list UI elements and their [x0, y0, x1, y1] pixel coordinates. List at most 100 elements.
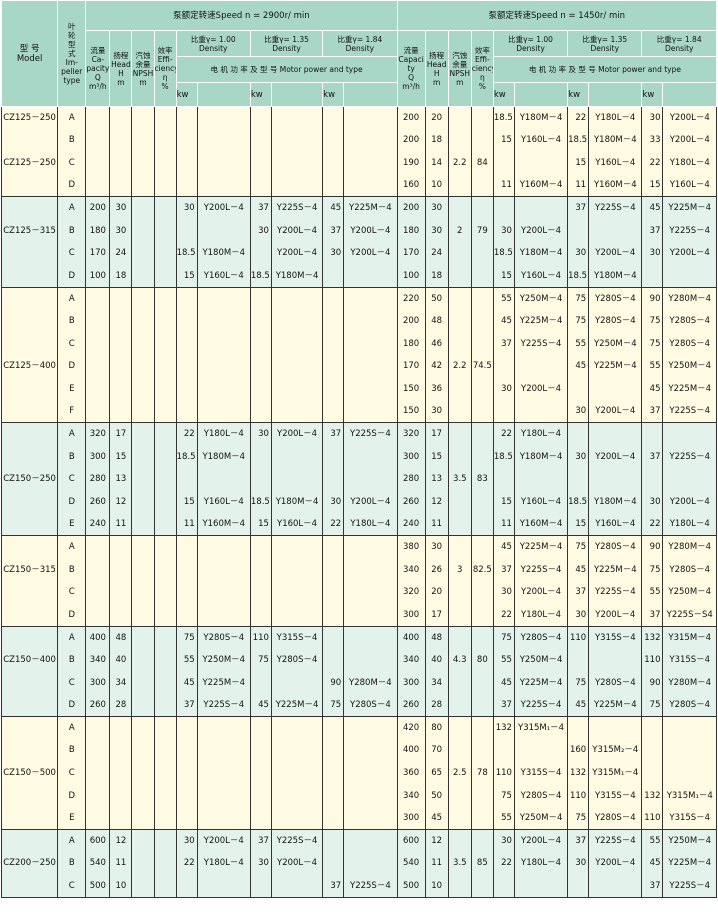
motor-d184-1450-cell: Y315M₁－4 — [662, 784, 717, 807]
efficiency-2900-cell — [153, 468, 177, 491]
kw-d100-2900-cell: 18.5 — [175, 242, 198, 265]
model-cell — [0, 309, 59, 333]
npsh-2900-cell — [131, 580, 155, 604]
head-2900-cell — [109, 603, 133, 627]
impeller-type-cell: D — [57, 603, 87, 627]
kw-d184-2900-cell — [322, 355, 345, 378]
npsh-2900-cell — [131, 603, 155, 627]
npsh-header-1450: 汽蚀 余量 NPSH m — [447, 30, 472, 107]
motor-d184-1450-cell: Y280S－4 — [662, 332, 717, 356]
motor-d135-2900-cell: Y315S－4 — [270, 625, 324, 649]
impeller-type-cell: D — [57, 784, 87, 807]
kw-d184-1450-cell — [641, 468, 664, 491]
kw-d184-2900-cell — [322, 377, 345, 401]
table-row: E 150 36 30 Y200L－4 45 Y225M－4 — [0, 377, 717, 401]
motor-d100-2900-cell: Y200L－4 — [196, 196, 251, 220]
model-cell: CZ150－500 — [0, 761, 59, 785]
kw-d184-2900-cell — [322, 129, 345, 152]
kw-d135-1450-cell: 75 — [567, 309, 590, 333]
efficiency-1450-cell — [470, 580, 494, 604]
motor-d100-2900-cell — [196, 400, 251, 423]
table-row: D 160 10 11 Y160M－4 11 Y160M－4 15 Y160L－4 — [0, 174, 717, 197]
capacity-2900-cell: 100 — [85, 264, 111, 288]
kw-d135-1450-cell — [567, 468, 590, 491]
kw-d184-1450-cell: 45 — [641, 196, 664, 220]
motor-d184-1450-cell — [662, 716, 717, 740]
motor-d100-2900-cell — [196, 286, 251, 310]
kw-d100-2900-cell — [175, 468, 198, 491]
kw-d135-2900-cell — [249, 671, 272, 694]
kw-d184-2900-cell: 45 — [322, 196, 345, 220]
model-cell: CZ200－250 — [0, 852, 59, 875]
capacity-2900-cell: 170 — [85, 242, 111, 265]
capacity-2900-cell: 200 — [85, 196, 111, 220]
kw-d100-1450-cell: 55 — [492, 286, 515, 310]
motor-d135-2900-cell: Y225S－4 — [270, 829, 324, 853]
kw-d184-2900-cell — [322, 806, 345, 830]
motor-d184-2900-cell — [343, 625, 398, 649]
npsh-2900-cell — [131, 716, 155, 740]
head-1450-cell: 70 — [424, 739, 449, 762]
kw-d135-2900-cell — [249, 558, 272, 581]
motor-d135-1450-cell: Y225M－4 — [588, 355, 643, 378]
table-row: CZ125－315 B 180 30 30 Y200L－4 37 Y200L－4 180 30 2 7… — [0, 219, 717, 243]
kw-d184-1450-cell: 33 — [641, 129, 664, 152]
npsh-1450-cell — [447, 286, 472, 310]
table-row: CZ200－250 B 540 11 22 Y180L－4 30 Y200L－4 540 11 3.… — [0, 852, 717, 875]
kw-d100-2900-cell — [175, 309, 198, 333]
npsh-1450-cell: 3.5 — [447, 852, 472, 875]
kw-d100-2900-cell — [175, 761, 198, 785]
motor-d184-2900-cell — [343, 377, 398, 401]
impeller-type-cell: A — [57, 106, 87, 130]
motor-d184-1450-cell: Y200L－4 — [662, 129, 717, 152]
head-2900-cell — [109, 286, 133, 310]
npsh-1450-cell — [447, 874, 472, 898]
motor-d184-2900-cell: Y280S－4 — [343, 693, 398, 717]
kw-d100-1450-cell: 22 — [492, 422, 515, 446]
efficiency-2900-cell — [153, 219, 177, 243]
density-184-header: 比重γ= 1.84 Density — [322, 30, 398, 57]
kw-d100-1450-cell: 18.5 — [492, 242, 515, 265]
efficiency-1450-cell — [470, 806, 494, 830]
kw-d100-2900-cell: 55 — [175, 648, 198, 672]
motor-d135-2900-cell — [270, 806, 324, 830]
npsh-2900-cell — [131, 739, 155, 762]
kw-d184-1450-cell: 45 — [641, 377, 664, 401]
table-row: CZ150－315 B 340 26 3 82.5 37 Y225S－4 45 Y225M－4 75… — [0, 558, 717, 581]
efficiency-1450-cell — [470, 377, 494, 401]
npsh-1450-cell: 2.2 — [447, 151, 472, 175]
motor-d135-2900-cell — [270, 603, 324, 627]
kw-d184-2900-cell: 22 — [322, 513, 345, 536]
kw-label: kw — [322, 82, 345, 107]
npsh-1450-cell — [447, 445, 472, 468]
motor-d135-2900-cell — [270, 558, 324, 581]
motor-d135-2900-cell — [270, 309, 324, 333]
efficiency-1450-cell: 84 — [470, 151, 494, 175]
motor-d100-1450-cell — [513, 874, 569, 898]
capacity-2900-cell — [85, 129, 111, 152]
table-row: E 300 45 55 Y250M－4 75 Y280S－4 110 Y315S－4 — [0, 806, 717, 830]
kw-d135-1450-cell: 75 — [567, 806, 590, 830]
motor-d184-2900-cell: Y180L－4 — [343, 513, 398, 536]
kw-d135-2900-cell: 110 — [249, 625, 272, 649]
motor-d184-1450-cell: Y225S－4 — [662, 219, 717, 243]
motor-d100-2900-cell — [196, 332, 251, 356]
npsh-2900-cell — [131, 242, 155, 265]
motor-d184-1450-cell: Y180L－4 — [662, 151, 717, 175]
motor-d135-1450-cell: Y225M－4 — [588, 558, 643, 581]
kw-d184-2900-cell: 37 — [322, 422, 345, 446]
motor-d135-2900-cell — [270, 739, 324, 762]
speed-2900-header: 泵额定转速Speed n = 2900r/ min — [85, 0, 398, 31]
efficiency-2900-cell — [153, 739, 177, 762]
motor-d100-1450-cell: Y200L－4 — [513, 219, 569, 243]
efficiency-2900-cell — [153, 174, 177, 197]
impeller-type-cell: B — [57, 739, 87, 762]
kw-d184-1450-cell: 22 — [641, 151, 664, 175]
impeller-type-cell: C — [57, 242, 87, 265]
motor-d135-1450-cell: Y280S－4 — [588, 286, 643, 310]
motor-d184-1450-cell — [662, 739, 717, 762]
motor-d184-2900-cell — [343, 129, 398, 152]
kw-d100-1450-cell: 11 — [492, 174, 515, 197]
head-1450-cell: 13 — [424, 468, 449, 491]
capacity-1450-cell: 540 — [396, 852, 426, 875]
